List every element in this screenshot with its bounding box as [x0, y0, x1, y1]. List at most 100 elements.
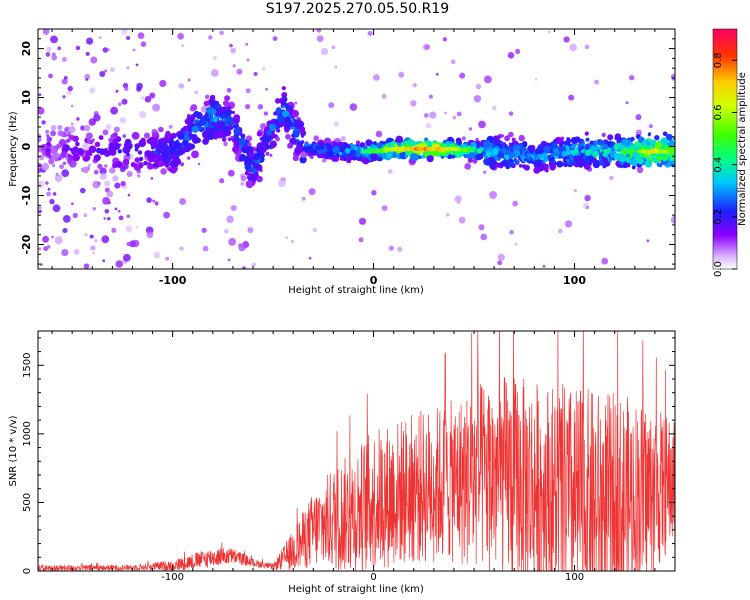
spectrogram-noise-blob	[454, 195, 462, 203]
spectrogram-noise-blob	[51, 54, 57, 61]
spectrogram-ridge-blob	[209, 94, 216, 101]
spectrogram-ridge-blob	[578, 162, 584, 168]
spectrogram-ridge-blob	[41, 162, 50, 171]
spectrogram-ridge-blob	[144, 150, 152, 158]
spectrogram-noise-blob	[670, 215, 675, 224]
spectrogram-noise-blob	[412, 83, 417, 88]
spectrogram-ridge-blob	[193, 110, 200, 118]
spectrogram-ridge-blob	[295, 119, 301, 125]
spectrogram-ridge-blob	[293, 123, 298, 128]
spectrogram-ridge-blob	[60, 151, 67, 158]
spectrogram-noise-blob	[150, 177, 154, 180]
spectrogram-ridge-blob	[182, 139, 189, 146]
spectrogram-noise-blob	[136, 82, 143, 90]
spectrogram-ridge-blob	[307, 146, 312, 151]
spectrogram-ridge-blob	[239, 153, 246, 161]
colorbar-tick-label: 0.4	[713, 157, 724, 173]
spectrogram-ridge-blob	[391, 140, 396, 146]
spectrogram-ridge-blob	[590, 146, 597, 153]
spectrogram-ridge-blob	[137, 174, 141, 178]
spectrogram-ridge-blob	[89, 153, 93, 156]
snr-series-line	[38, 331, 675, 571]
colorbar-tick-label: 0.2	[713, 209, 724, 225]
spectrogram-noise-blob	[38, 206, 42, 210]
spectrogram-ridge-blob	[631, 165, 636, 170]
spectrogram-ridge-blob	[544, 168, 549, 173]
spectrogram-noise-blob	[63, 76, 68, 80]
spectrogram-noise-blob	[197, 162, 201, 166]
spectrogram-ridge-blob	[523, 164, 530, 171]
spectrogram-ridge-blob	[250, 173, 258, 180]
spectrogram-noise-blob	[397, 246, 403, 252]
spectrogram-ridge-blob	[294, 101, 298, 105]
spectrogram-ridge-blob	[543, 145, 551, 154]
spectrogram-ridge-blob	[284, 102, 288, 107]
spectrogram-ridge-blob	[499, 161, 504, 166]
spectrogram-noise-blob	[210, 69, 219, 77]
spectrogram-noise-blob	[115, 89, 119, 93]
spectrogram-ridge-blob	[660, 137, 668, 145]
spectrogram-ridge-blob	[530, 146, 536, 151]
spectrogram-noise-blob	[140, 96, 145, 100]
spectrogram-noise-blob	[98, 36, 102, 39]
spectrogram-ridge-blob	[165, 164, 169, 168]
spectrogram-noise-blob	[569, 43, 577, 52]
spectrogram-noise-blob	[46, 136, 53, 143]
spectrogram-ridge-blob	[143, 132, 150, 139]
spectrogram-noise-blob	[425, 122, 432, 129]
spectrogram-ridge-blob	[224, 95, 231, 102]
spectrogram-ridge-blob	[88, 145, 97, 154]
spectrogram-noise-blob	[285, 236, 288, 240]
spectrogram-ridge-blob	[511, 137, 516, 142]
spectrogram-ridge-blob	[300, 151, 307, 158]
spectrogram-ridge-blob	[68, 135, 74, 140]
spectrogram-ridge-blob	[541, 152, 548, 159]
spectrogram-ridge-blob	[191, 125, 199, 133]
spectrogram-ridge-blob	[548, 161, 555, 167]
spectrogram-ridge-blob	[165, 130, 171, 136]
spectrogram-ridge-blob	[535, 162, 541, 168]
spectrogram-ridge-blob	[483, 158, 490, 166]
spectrogram-ridge-blob	[468, 140, 472, 144]
spectrogram-noise-blob	[646, 239, 650, 243]
spectrogram-ridge-blob	[191, 150, 199, 159]
spectrogram-ridge-blob	[247, 146, 254, 153]
spectrogram-ridge-blob	[152, 162, 159, 168]
spectrogram-noise-blob	[126, 214, 130, 218]
spectrogram-ridge-blob	[507, 145, 513, 151]
spectrogram-noise-blob	[149, 92, 156, 99]
spectrogram-ridge-blob	[130, 162, 136, 168]
spectrogram-ridge-blob	[662, 131, 668, 137]
colorbar-tick-label: 0.6	[713, 105, 724, 121]
spectrogram-ridge-blob	[618, 154, 626, 163]
spectrogram-ridge-blob	[566, 158, 570, 163]
spectrogram-noise-blob	[67, 85, 74, 92]
top-y-tick-label: -10	[20, 185, 33, 205]
spectrogram-noise-blob	[125, 225, 133, 232]
spectrogram-ridge-blob	[370, 144, 375, 149]
spectrogram-noise-blob	[62, 95, 66, 99]
spectrogram-ridge-blob	[644, 152, 648, 156]
spectrogram-ridge-blob	[259, 137, 264, 141]
spectrogram-noise-blob	[42, 29, 50, 35]
spectrogram-ridge-blob	[225, 106, 230, 111]
spectrogram-ridge-blob	[486, 151, 492, 156]
spectrogram-noise-blob	[54, 174, 63, 182]
bottom-x-tick-label: 100	[565, 572, 584, 583]
spectrogram-noise-blob	[200, 105, 208, 113]
spectrogram-ridge-blob	[455, 137, 462, 144]
spectrogram-noise-blob	[50, 35, 58, 44]
spectrogram-ridge-blob	[445, 141, 450, 145]
spectrogram-ridge-blob	[268, 123, 276, 132]
spectrogram-ridge-blob	[518, 164, 523, 168]
spectrogram-noise-blob	[107, 217, 111, 221]
spectrogram-noise-blob	[564, 220, 573, 228]
spectrogram-ridge-blob	[505, 155, 510, 160]
spectrogram-ridge-blob	[214, 100, 220, 106]
spectrogram-noise-blob	[51, 235, 54, 239]
spectrogram-ridge-blob	[86, 166, 91, 171]
spectrogram-noise-blob	[387, 169, 393, 174]
spectrogram-ridge-blob	[223, 141, 228, 147]
spectrogram-ridge-blob	[156, 143, 162, 150]
spectrogram-noise-blob	[94, 239, 98, 243]
